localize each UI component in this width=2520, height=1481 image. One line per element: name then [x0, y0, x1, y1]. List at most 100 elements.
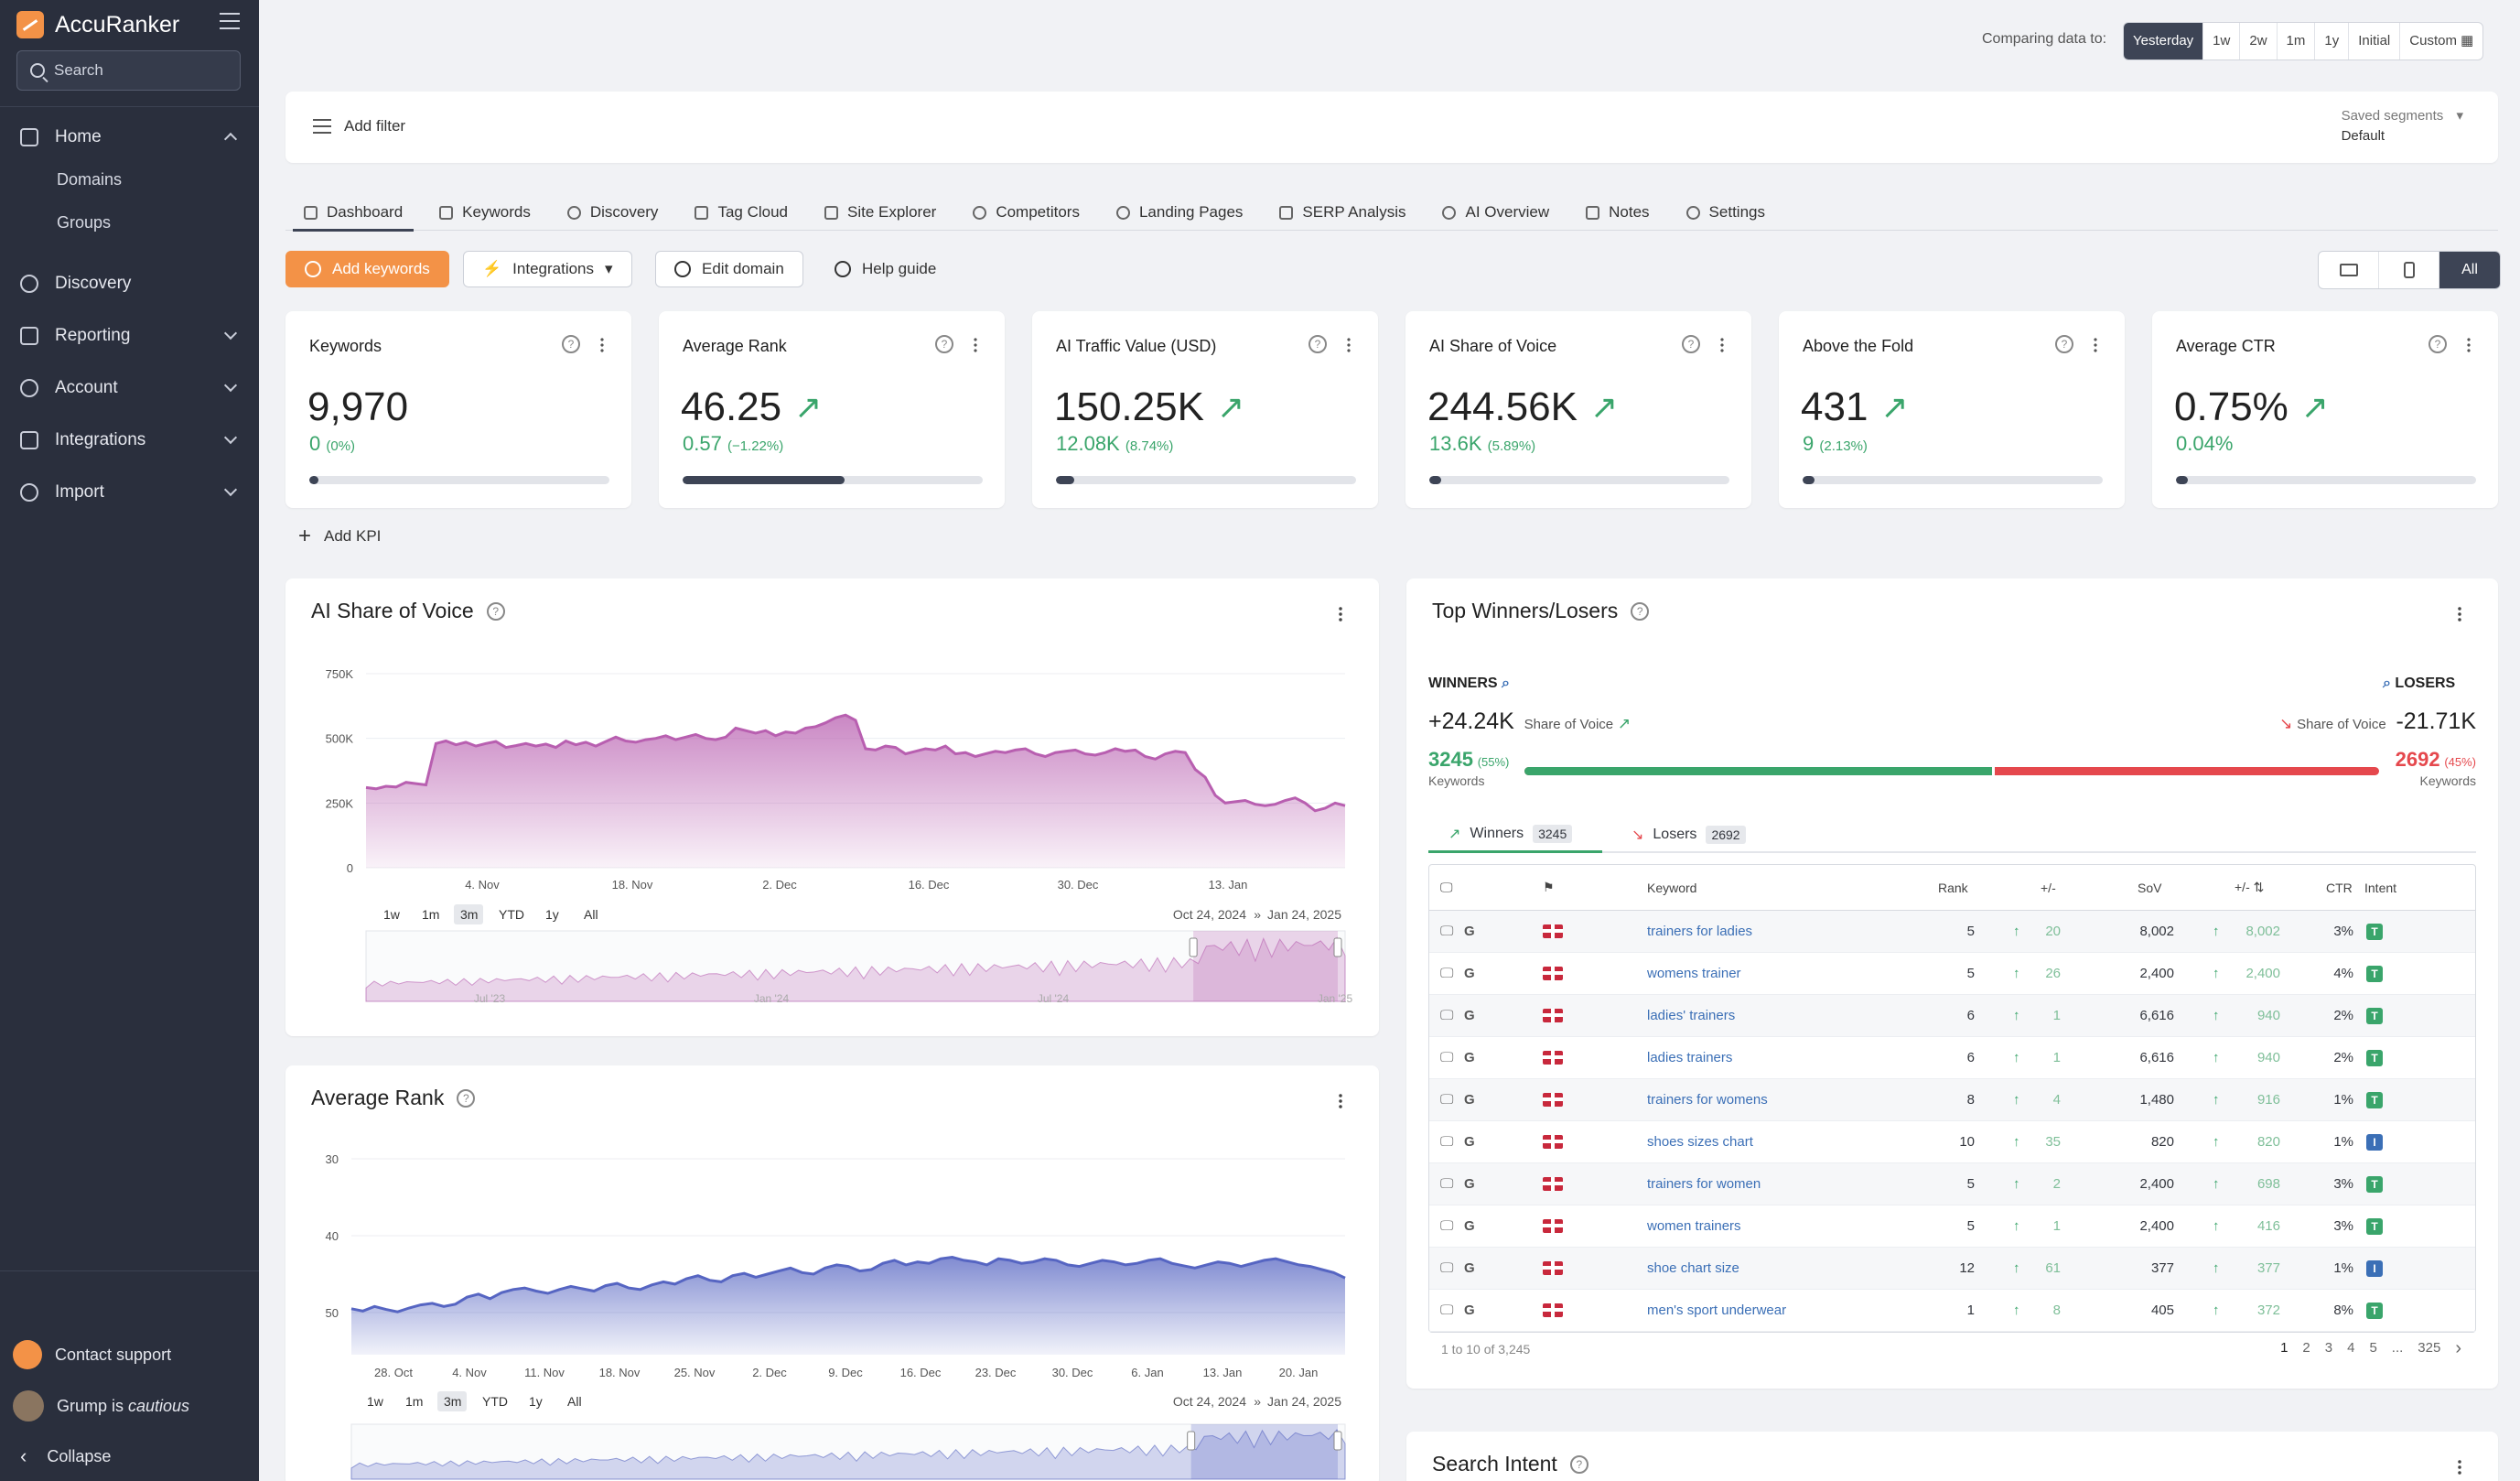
contact-support-link[interactable]: Contact support: [13, 1340, 171, 1369]
range-button[interactable]: YTD: [499, 907, 524, 922]
help-icon[interactable]: ?: [1308, 335, 1327, 353]
card-menu-icon[interactable]: [2458, 606, 2461, 622]
sidebar-item-reporting[interactable]: Reporting: [0, 316, 259, 356]
winners-search-icon[interactable]: ⌕: [1502, 676, 1510, 691]
location-column-icon[interactable]: ⚑: [1543, 880, 1555, 894]
keyword-link[interactable]: trainers for womens: [1647, 1092, 1768, 1108]
range-button[interactable]: All: [567, 1394, 582, 1409]
navigator-selection[interactable]: [1193, 931, 1338, 1001]
keyword-link[interactable]: shoe chart size: [1647, 1260, 1739, 1276]
compare-option[interactable]: 2w: [2240, 23, 2278, 59]
range-button[interactable]: 1m: [422, 907, 439, 922]
date-range-from[interactable]: Oct 24, 2024: [1173, 1394, 1246, 1409]
range-button[interactable]: 3m: [444, 1394, 461, 1409]
help-icon[interactable]: ?: [1631, 601, 1650, 621]
card-menu-icon[interactable]: [1339, 1093, 1342, 1109]
help-icon[interactable]: ?: [1569, 1454, 1588, 1474]
tab-discovery[interactable]: Discovery: [549, 194, 677, 231]
kpi-menu-icon[interactable]: [600, 337, 604, 353]
page-number[interactable]: 2: [2302, 1340, 2310, 1356]
help-icon[interactable]: ?: [935, 335, 953, 353]
help-icon[interactable]: ?: [562, 335, 580, 353]
add-keywords-button[interactable]: Add keywords: [285, 251, 449, 287]
navigator-selection[interactable]: [1190, 1424, 1338, 1479]
range-button[interactable]: YTD: [482, 1394, 508, 1409]
tab-landing-pages[interactable]: Landing Pages: [1098, 194, 1261, 231]
kpi-menu-icon[interactable]: [1720, 337, 1724, 353]
range-button[interactable]: 1w: [367, 1394, 384, 1409]
keyword-link[interactable]: trainers for ladies: [1647, 924, 1753, 939]
card-menu-icon[interactable]: [2458, 1459, 2461, 1476]
column-ctr[interactable]: CTR: [2326, 880, 2353, 895]
navigator-handle-left[interactable]: [1189, 937, 1198, 957]
page-number[interactable]: 3: [2324, 1340, 2333, 1356]
tab-ai-overview[interactable]: AI Overview: [1424, 194, 1567, 231]
sidebar-item-home[interactable]: Home: [0, 117, 259, 157]
keyword-link[interactable]: shoes sizes chart: [1647, 1134, 1753, 1150]
sidebar-item-import[interactable]: Import: [0, 472, 259, 513]
keyword-link[interactable]: womens trainer: [1647, 966, 1741, 981]
column-rank-change[interactable]: +/-: [2041, 880, 2056, 895]
kpi-card[interactable]: AI Share of Voice? 244.56K ↗ 13.6K (5.89%): [1405, 311, 1751, 508]
help-icon[interactable]: ?: [1682, 335, 1700, 353]
column-intent[interactable]: Intent: [2364, 880, 2397, 895]
tab-competitors[interactable]: Competitors: [954, 194, 1098, 231]
tab-site-explorer[interactable]: Site Explorer: [806, 194, 954, 231]
kpi-card[interactable]: Average CTR? 0.75% ↗ 0.04%: [2152, 311, 2498, 508]
kpi-card[interactable]: Average Rank? 46.25 ↗ 0.57 (−1.22%): [659, 311, 1005, 508]
column-rank[interactable]: Rank: [1938, 880, 1968, 895]
compare-option[interactable]: 1w: [2203, 23, 2241, 59]
keyword-link[interactable]: men's sport underwear: [1647, 1303, 1787, 1318]
losers-search-icon[interactable]: ⌕: [2383, 676, 2391, 691]
tab-tag-cloud[interactable]: Tag Cloud: [676, 194, 806, 231]
page-number[interactable]: 5: [2369, 1340, 2377, 1356]
kpi-menu-icon[interactable]: [1347, 337, 1351, 353]
integrations-dropdown[interactable]: ⚡ Integrations ▾: [463, 251, 632, 287]
column-keyword[interactable]: Keyword: [1647, 880, 1697, 895]
sidebar-subitem-domains[interactable]: Domains: [57, 170, 123, 189]
range-button[interactable]: All: [584, 907, 598, 922]
sidebar-subitem-groups[interactable]: Groups: [57, 213, 112, 232]
help-icon[interactable]: ?: [2055, 335, 2073, 353]
tab-dashboard[interactable]: Dashboard: [285, 194, 421, 232]
device-mobile-button[interactable]: [2379, 252, 2439, 288]
range-button[interactable]: 1y: [545, 907, 559, 922]
device-all-button[interactable]: All: [2439, 252, 2500, 288]
help-icon[interactable]: ?: [2428, 335, 2447, 353]
compare-option[interactable]: 1m: [2278, 23, 2316, 59]
kpi-card[interactable]: AI Traffic Value (USD)? 150.25K ↗ 12.08K (8…: [1032, 311, 1378, 508]
kpi-menu-icon[interactable]: [2094, 337, 2097, 353]
column-sov-change[interactable]: +/- ⇅: [2235, 880, 2265, 894]
compare-option[interactable]: Yesterday: [2124, 23, 2204, 59]
hamburger-menu-icon[interactable]: [220, 13, 240, 29]
kpi-menu-icon[interactable]: [2467, 337, 2471, 353]
page-number[interactable]: ...: [2391, 1340, 2404, 1356]
navigator-handle-right[interactable]: [1333, 1431, 1342, 1451]
page-number[interactable]: 4: [2347, 1340, 2355, 1356]
tab-notes[interactable]: Notes: [1567, 194, 1667, 231]
tab-winners[interactable]: ↗ Winners 3245: [1428, 816, 1602, 853]
tab-serp-analysis[interactable]: SERP Analysis: [1261, 194, 1424, 231]
device-column-icon[interactable]: 🖵: [1440, 880, 1453, 894]
sidebar-item-discovery[interactable]: Discovery: [0, 264, 259, 304]
help-icon[interactable]: ?: [457, 1088, 476, 1108]
add-filter-button[interactable]: Add filter: [313, 117, 405, 135]
keyword-link[interactable]: ladies trainers: [1647, 1050, 1733, 1065]
series-line[interactable]: [350, 1255, 1346, 1313]
collapse-button[interactable]: ‹ Collapse: [20, 1444, 111, 1468]
edit-domain-button[interactable]: Edit domain: [655, 251, 803, 287]
kpi-menu-icon[interactable]: [974, 337, 977, 353]
brand[interactable]: AccuRanker: [16, 7, 179, 42]
series-line[interactable]: [365, 713, 1346, 813]
keyword-link[interactable]: women trainers: [1647, 1218, 1741, 1234]
grump-status[interactable]: Grump is cautious: [13, 1390, 189, 1422]
next-page-icon[interactable]: ›: [2455, 1338, 2461, 1358]
compare-option[interactable]: 1y: [2315, 23, 2350, 59]
keyword-link[interactable]: ladies' trainers: [1647, 1008, 1736, 1023]
